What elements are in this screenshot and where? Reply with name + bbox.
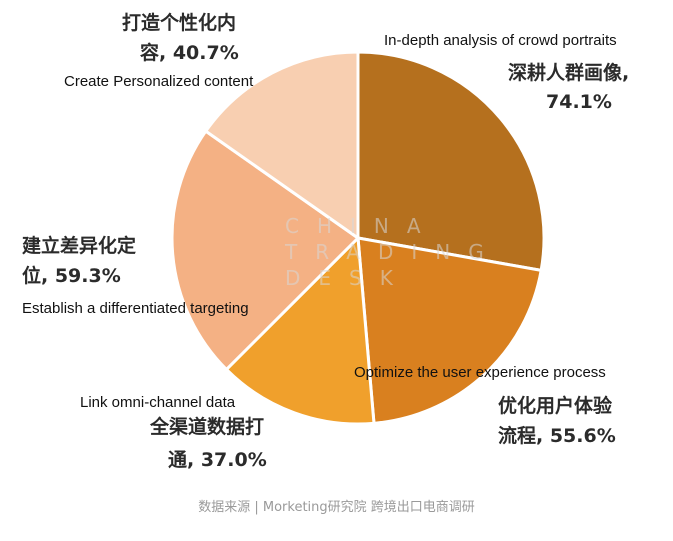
slice-label-cn-omni-channel: 全渠道数据打 xyxy=(150,416,265,438)
slice-label-en-differentiated: Establish a differentiated targeting xyxy=(22,300,249,317)
watermark-line-1: CHINA xyxy=(285,214,439,238)
slice-label-en-personalized: Create Personalized content xyxy=(64,73,254,90)
slice-value-differentiated: 位, 59.3% xyxy=(22,265,121,287)
slice-label-cn-user-experience: 优化用户体验 xyxy=(498,395,613,417)
slice-label-cn-personalized: 打造个性化内 xyxy=(122,12,237,34)
slice-value-crowd-portraits: 74.1% xyxy=(546,91,612,113)
slice-label-en-crowd-portraits: In-depth analysis of crowd portraits xyxy=(384,32,617,49)
slice-label-en-omni-channel: Link omni-channel data xyxy=(80,394,236,411)
pie-slice-4 xyxy=(204,50,360,240)
pie-slice-3 xyxy=(170,129,360,371)
pie-slice-2 xyxy=(224,236,376,426)
pie-slice-1 xyxy=(356,236,543,425)
slice-value-personalized: 容, 40.7% xyxy=(140,42,239,64)
watermark-line-2: TRADING xyxy=(285,240,502,264)
slice-label-en-user-experience: Optimize the user experience process xyxy=(354,364,606,381)
watermark-line-3: DESK xyxy=(285,266,411,290)
slice-value-omni-channel: 通, 37.0% xyxy=(168,449,267,471)
data-source: 数据来源 | Morketing研究院 跨境出口电商调研 xyxy=(198,500,475,515)
slice-label-cn-differentiated: 建立差异化定 xyxy=(22,235,137,257)
pie-slice-0 xyxy=(356,50,546,272)
slice-label-cn-crowd-portraits: 深耕人群画像, xyxy=(508,62,630,84)
slice-value-user-experience: 流程, 55.6% xyxy=(498,425,616,447)
